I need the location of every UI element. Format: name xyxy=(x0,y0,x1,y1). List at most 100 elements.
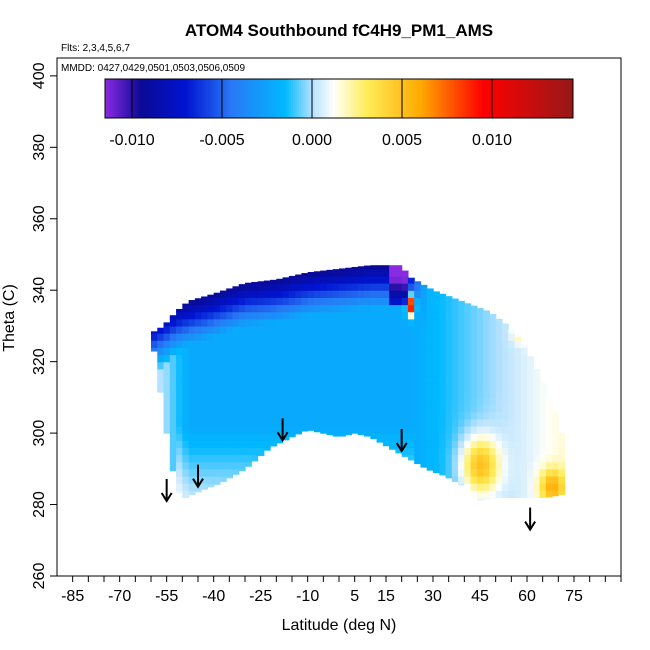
field-cell xyxy=(295,347,302,356)
colorbar-cell xyxy=(349,79,352,118)
field-cell xyxy=(276,304,284,313)
colorbar-cell xyxy=(219,79,222,118)
field-cell xyxy=(207,483,215,488)
field-cell xyxy=(389,304,396,313)
field-cell xyxy=(163,322,171,327)
field-cell xyxy=(301,354,309,363)
field-cell xyxy=(326,283,334,291)
field-cell xyxy=(458,447,465,456)
field-cell xyxy=(389,411,396,420)
field-cell xyxy=(213,411,221,420)
field-cell xyxy=(520,411,528,420)
field-cell xyxy=(364,340,371,348)
colorbar-cell xyxy=(139,79,142,118)
field-cell xyxy=(207,475,215,484)
field-cell xyxy=(188,318,196,327)
field-cell xyxy=(182,375,190,384)
field-cell xyxy=(194,375,202,384)
colorbar-cell xyxy=(547,79,550,118)
field-cell xyxy=(382,354,390,363)
field-cell xyxy=(188,475,196,484)
colorbar-cell xyxy=(285,79,288,118)
field-cell xyxy=(414,283,422,291)
field-cell xyxy=(489,425,497,434)
field-cell xyxy=(339,297,346,306)
field-cell xyxy=(188,368,196,377)
colorbar-cell xyxy=(533,79,536,118)
field-cell xyxy=(476,318,484,327)
field-cell xyxy=(501,375,509,384)
field-cell xyxy=(307,318,315,327)
field-cell xyxy=(514,361,522,370)
field-cell xyxy=(313,397,321,406)
field-cell xyxy=(389,268,396,277)
field-cell xyxy=(401,404,409,413)
field-cell xyxy=(533,447,541,456)
field-cell xyxy=(357,290,365,298)
x-tick-label: -55 xyxy=(155,588,178,605)
field-cell xyxy=(376,290,384,298)
colorbar-cell xyxy=(455,79,458,118)
field-cell xyxy=(382,397,390,406)
colorbar-cell xyxy=(427,79,430,118)
field-cell xyxy=(407,340,415,348)
field-cell xyxy=(351,266,359,270)
field-cell xyxy=(489,411,497,420)
field-cell xyxy=(251,418,259,427)
field-cell xyxy=(226,340,234,348)
field-cell xyxy=(270,440,277,447)
field-cell xyxy=(483,433,490,441)
field-cell xyxy=(395,325,403,334)
field-cell xyxy=(433,368,440,377)
field-cell xyxy=(182,354,190,363)
colorbar-cell xyxy=(201,79,204,118)
field-cell xyxy=(464,375,472,384)
field-cell xyxy=(439,447,447,456)
field-cell xyxy=(426,425,434,434)
field-cell xyxy=(552,418,559,427)
field-cell xyxy=(169,425,177,434)
field-cell xyxy=(445,325,453,334)
field-cell xyxy=(426,333,434,341)
colorbar-cell xyxy=(357,79,360,118)
field-cell xyxy=(320,304,328,313)
colorbar-cell xyxy=(137,79,140,118)
field-cell xyxy=(382,411,390,420)
field-cell xyxy=(414,425,422,434)
field-cell xyxy=(307,311,315,320)
field-cell xyxy=(201,454,208,463)
field-cell xyxy=(207,333,215,341)
field-cell xyxy=(501,483,509,491)
field-cell xyxy=(307,304,315,313)
field-cell xyxy=(395,383,403,391)
field-cell xyxy=(476,483,484,491)
colorbar-cell xyxy=(359,79,362,118)
field-cell xyxy=(483,404,490,413)
field-cell xyxy=(501,390,509,398)
field-cell xyxy=(407,397,415,406)
field-cell xyxy=(251,368,259,377)
field-cell xyxy=(539,411,547,420)
field-cell xyxy=(232,433,240,441)
field-cell xyxy=(332,368,340,377)
field-cell xyxy=(257,311,265,320)
colorbar-cell xyxy=(527,79,530,118)
field-cell xyxy=(451,354,459,363)
colorbar-cell xyxy=(281,79,284,118)
field-cell xyxy=(282,290,290,298)
field-cell xyxy=(439,325,447,334)
field-cell xyxy=(451,347,459,356)
colorbar-cell xyxy=(269,79,272,118)
colorbar-cell xyxy=(117,79,120,118)
field-cell xyxy=(351,297,359,306)
field-cell xyxy=(451,383,459,391)
field-cell xyxy=(276,404,284,413)
field-cell xyxy=(458,361,465,370)
field-cell xyxy=(508,483,516,491)
field-cell xyxy=(483,390,490,398)
field-cell xyxy=(395,354,403,363)
field-cell xyxy=(451,340,459,348)
field-cell xyxy=(169,340,177,348)
field-cell xyxy=(364,390,371,398)
field-cell xyxy=(508,475,516,484)
